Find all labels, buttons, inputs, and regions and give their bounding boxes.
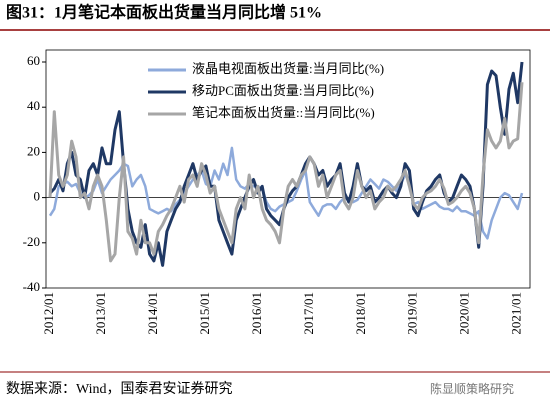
legend-label: 笔记本面板出货量::当月同比(%) [192,105,375,120]
x-tick-label: 2020/01 [457,292,472,335]
y-tick-label: -40 [23,279,40,294]
x-tick-label: 2012/01 [41,292,56,335]
y-tick-label: 40 [27,98,40,113]
legend-label: 移动PC面板出货量:当月同比(%) [192,83,374,98]
x-tick-label: 2016/01 [249,292,264,335]
x-tick-label: 2014/01 [145,292,160,335]
y-tick-label: 20 [27,143,40,158]
source: 数据来源：Wind，国泰君安证券研究 [6,381,233,397]
series-line [48,82,524,263]
x-tick-label: 2013/01 [93,292,108,335]
plot-frame [45,49,531,289]
x-tick-label: 2017/01 [301,292,316,335]
y-tick-label: 0 [34,189,41,204]
chart-title: 图31：1月笔记本面板出货量当月同比增 51% [6,3,322,22]
watermark: 陈显顺策略研究 [430,381,514,396]
legend-label: 液晶电视面板出货量:当月同比(%) [192,61,384,76]
y-tick-label: 60 [27,53,40,68]
x-tick-label: 2021/01 [509,292,524,335]
x-tick-label: 2019/01 [405,292,420,335]
x-tick-label: 2018/01 [353,292,368,335]
x-tick-label: 2015/01 [197,292,212,335]
y-tick-label: -20 [23,234,40,249]
